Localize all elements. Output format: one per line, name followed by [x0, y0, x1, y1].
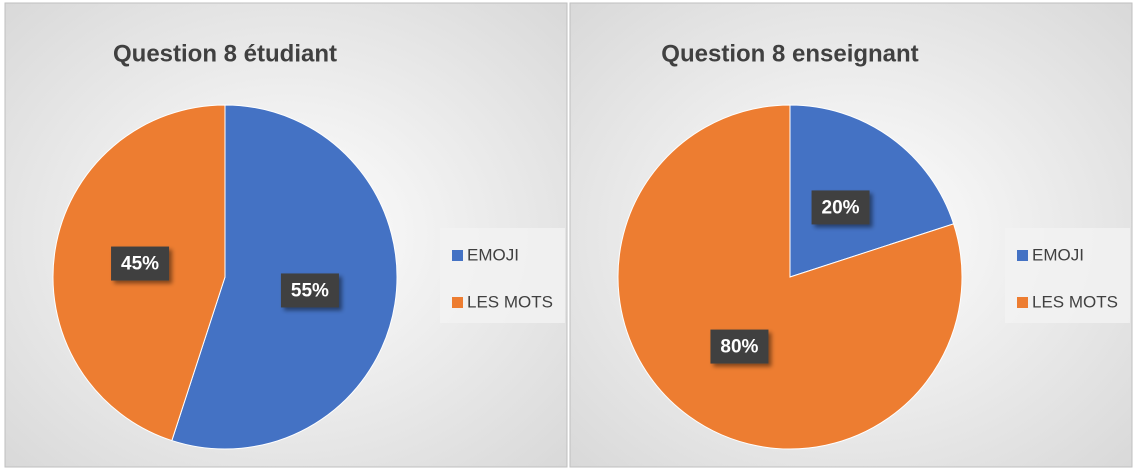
pie-slice — [789, 104, 955, 278]
data-label: 55% — [291, 280, 329, 301]
chart-title: Question 8 enseignant — [661, 40, 918, 67]
data-label: 20% — [822, 197, 860, 218]
data-label: 45% — [121, 254, 159, 275]
legend-label: LES MOTS — [1032, 292, 1118, 311]
data-label-box — [111, 246, 170, 281]
legend-label: EMOJI — [1032, 245, 1084, 264]
legend-swatch — [1017, 297, 1028, 308]
pie-slice — [617, 104, 963, 450]
data-label-box — [280, 273, 339, 308]
data-label-box — [811, 190, 870, 225]
legend-label: LES MOTS — [467, 292, 553, 311]
legend-label: EMOJI — [467, 245, 519, 264]
legend-swatch — [452, 250, 463, 261]
legend-swatch — [1017, 250, 1028, 261]
legend-swatch — [452, 297, 463, 308]
data-label-box — [710, 329, 769, 364]
chart-title: Question 8 étudiant — [113, 40, 337, 67]
data-label: 80% — [720, 337, 758, 358]
